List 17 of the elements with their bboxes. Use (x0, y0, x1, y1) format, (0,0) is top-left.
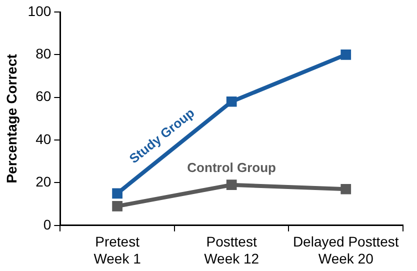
x-tick-label: Delayed Posttest Week 20 (292, 234, 399, 266)
point (226, 180, 237, 190)
y-tick-label: 80 (36, 46, 52, 62)
y-tick-label: 0 (43, 216, 52, 232)
x-tick-label: Pretest Week 1 (94, 234, 142, 266)
y-tick-label: 100 (28, 2, 52, 19)
point (340, 50, 352, 60)
point (112, 201, 122, 212)
point (340, 184, 352, 194)
point (226, 96, 237, 107)
series-label: Control Group (187, 160, 276, 175)
point (112, 188, 122, 199)
y-tick-label: 20 (36, 174, 52, 190)
y-axis-title: Percentage Correct (3, 54, 20, 184)
y-tick-label: 40 (36, 130, 52, 147)
y-tick-label: 60 (36, 88, 52, 104)
x-tick-label: Posttest Week 12 (204, 234, 260, 266)
